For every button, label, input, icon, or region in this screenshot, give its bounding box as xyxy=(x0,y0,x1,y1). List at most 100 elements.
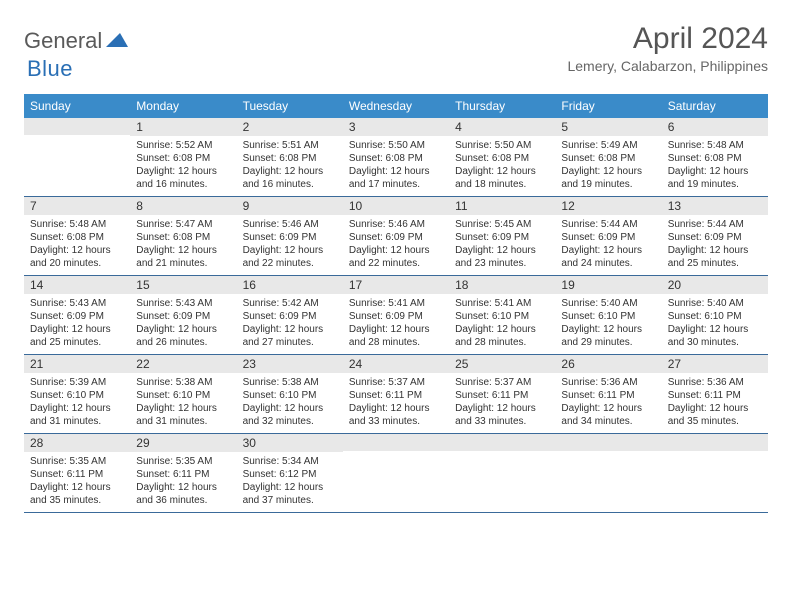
sunset-text: Sunset: 6:08 PM xyxy=(561,152,655,165)
daylight-text: Daylight: 12 hours and 27 minutes. xyxy=(243,323,337,349)
daylight-text: Daylight: 12 hours and 23 minutes. xyxy=(455,244,549,270)
day-cell: 12Sunrise: 5:44 AMSunset: 6:09 PMDayligh… xyxy=(555,197,661,275)
daylight-text: Daylight: 12 hours and 28 minutes. xyxy=(455,323,549,349)
day-header-fri: Friday xyxy=(555,94,661,118)
sunset-text: Sunset: 6:10 PM xyxy=(455,310,549,323)
sunset-text: Sunset: 6:09 PM xyxy=(243,231,337,244)
day-number: 30 xyxy=(237,434,343,452)
day-number: 3 xyxy=(343,118,449,136)
day-info: Sunrise: 5:51 AMSunset: 6:08 PMDaylight:… xyxy=(237,136,343,196)
sunset-text: Sunset: 6:11 PM xyxy=(455,389,549,402)
sunset-text: Sunset: 6:11 PM xyxy=(561,389,655,402)
sunrise-text: Sunrise: 5:40 AM xyxy=(668,297,762,310)
sunrise-text: Sunrise: 5:42 AM xyxy=(243,297,337,310)
day-header-wed: Wednesday xyxy=(343,94,449,118)
sunrise-text: Sunrise: 5:51 AM xyxy=(243,139,337,152)
sunrise-text: Sunrise: 5:35 AM xyxy=(30,455,124,468)
sunset-text: Sunset: 6:09 PM xyxy=(349,310,443,323)
week-row: 28Sunrise: 5:35 AMSunset: 6:11 PMDayligh… xyxy=(24,434,768,513)
sunrise-text: Sunrise: 5:44 AM xyxy=(668,218,762,231)
day-number: 2 xyxy=(237,118,343,136)
sunset-text: Sunset: 6:09 PM xyxy=(30,310,124,323)
daylight-text: Daylight: 12 hours and 26 minutes. xyxy=(136,323,230,349)
day-number: 24 xyxy=(343,355,449,373)
day-cell: 10Sunrise: 5:46 AMSunset: 6:09 PMDayligh… xyxy=(343,197,449,275)
daylight-text: Daylight: 12 hours and 31 minutes. xyxy=(30,402,124,428)
title-block: April 2024 Lemery, Calabarzon, Philippin… xyxy=(567,22,768,74)
day-info: Sunrise: 5:40 AMSunset: 6:10 PMDaylight:… xyxy=(662,294,768,354)
day-cell xyxy=(555,434,661,512)
day-number xyxy=(24,118,130,135)
month-title: April 2024 xyxy=(567,22,768,56)
day-header-sat: Saturday xyxy=(662,94,768,118)
sunrise-text: Sunrise: 5:39 AM xyxy=(30,376,124,389)
day-cell: 24Sunrise: 5:37 AMSunset: 6:11 PMDayligh… xyxy=(343,355,449,433)
daylight-text: Daylight: 12 hours and 28 minutes. xyxy=(349,323,443,349)
sunset-text: Sunset: 6:09 PM xyxy=(668,231,762,244)
daylight-text: Daylight: 12 hours and 37 minutes. xyxy=(243,481,337,507)
day-info: Sunrise: 5:35 AMSunset: 6:11 PMDaylight:… xyxy=(24,452,130,512)
daylight-text: Daylight: 12 hours and 19 minutes. xyxy=(561,165,655,191)
day-number: 1 xyxy=(130,118,236,136)
day-info: Sunrise: 5:49 AMSunset: 6:08 PMDaylight:… xyxy=(555,136,661,196)
day-info: Sunrise: 5:46 AMSunset: 6:09 PMDaylight:… xyxy=(343,215,449,275)
sunrise-text: Sunrise: 5:41 AM xyxy=(455,297,549,310)
week-row: 7Sunrise: 5:48 AMSunset: 6:08 PMDaylight… xyxy=(24,197,768,276)
day-info: Sunrise: 5:48 AMSunset: 6:08 PMDaylight:… xyxy=(662,136,768,196)
day-number: 7 xyxy=(24,197,130,215)
daylight-text: Daylight: 12 hours and 32 minutes. xyxy=(243,402,337,428)
day-number: 22 xyxy=(130,355,236,373)
day-cell: 3Sunrise: 5:50 AMSunset: 6:08 PMDaylight… xyxy=(343,118,449,196)
day-cell: 1Sunrise: 5:52 AMSunset: 6:08 PMDaylight… xyxy=(130,118,236,196)
sunrise-text: Sunrise: 5:44 AM xyxy=(561,218,655,231)
daylight-text: Daylight: 12 hours and 36 minutes. xyxy=(136,481,230,507)
day-cell: 13Sunrise: 5:44 AMSunset: 6:09 PMDayligh… xyxy=(662,197,768,275)
sunrise-text: Sunrise: 5:48 AM xyxy=(30,218,124,231)
calendar-body: 1Sunrise: 5:52 AMSunset: 6:08 PMDaylight… xyxy=(24,118,768,513)
day-cell: 25Sunrise: 5:37 AMSunset: 6:11 PMDayligh… xyxy=(449,355,555,433)
day-cell: 17Sunrise: 5:41 AMSunset: 6:09 PMDayligh… xyxy=(343,276,449,354)
day-cell: 21Sunrise: 5:39 AMSunset: 6:10 PMDayligh… xyxy=(24,355,130,433)
day-number: 28 xyxy=(24,434,130,452)
sunrise-text: Sunrise: 5:34 AM xyxy=(243,455,337,468)
day-header-tue: Tuesday xyxy=(237,94,343,118)
day-info: Sunrise: 5:43 AMSunset: 6:09 PMDaylight:… xyxy=(24,294,130,354)
day-cell: 28Sunrise: 5:35 AMSunset: 6:11 PMDayligh… xyxy=(24,434,130,512)
day-number: 16 xyxy=(237,276,343,294)
sunrise-text: Sunrise: 5:41 AM xyxy=(349,297,443,310)
sunset-text: Sunset: 6:08 PM xyxy=(136,231,230,244)
sunset-text: Sunset: 6:10 PM xyxy=(136,389,230,402)
sunset-text: Sunset: 6:09 PM xyxy=(243,310,337,323)
sunset-text: Sunset: 6:11 PM xyxy=(349,389,443,402)
sunrise-text: Sunrise: 5:50 AM xyxy=(349,139,443,152)
day-number: 10 xyxy=(343,197,449,215)
sunset-text: Sunset: 6:09 PM xyxy=(349,231,443,244)
daylight-text: Daylight: 12 hours and 34 minutes. xyxy=(561,402,655,428)
day-info: Sunrise: 5:40 AMSunset: 6:10 PMDaylight:… xyxy=(555,294,661,354)
day-header-thu: Thursday xyxy=(449,94,555,118)
sunrise-text: Sunrise: 5:43 AM xyxy=(30,297,124,310)
daylight-text: Daylight: 12 hours and 35 minutes. xyxy=(30,481,124,507)
daylight-text: Daylight: 12 hours and 22 minutes. xyxy=(243,244,337,270)
day-number: 26 xyxy=(555,355,661,373)
day-number: 29 xyxy=(130,434,236,452)
day-cell: 16 Sunrise: 5:42 AMSunset: 6:09 PMDayligh… xyxy=(237,276,343,354)
day-cell: 27Sunrise: 5:36 AMSunset: 6:11 PMDayligh… xyxy=(662,355,768,433)
daylight-text: Daylight: 12 hours and 21 minutes. xyxy=(136,244,230,270)
daylight-text: Daylight: 12 hours and 24 minutes. xyxy=(561,244,655,270)
logo-triangle-icon xyxy=(106,31,128,52)
day-number: 23 xyxy=(237,355,343,373)
day-info: Sunrise: 5:38 AMSunset: 6:10 PMDaylight:… xyxy=(130,373,236,433)
day-info: Sunrise: 5:36 AMSunset: 6:11 PMDaylight:… xyxy=(555,373,661,433)
day-number: 4 xyxy=(449,118,555,136)
sunrise-text: Sunrise: 5:50 AM xyxy=(455,139,549,152)
day-number xyxy=(555,434,661,451)
daylight-text: Daylight: 12 hours and 16 minutes. xyxy=(136,165,230,191)
day-cell xyxy=(662,434,768,512)
day-cell: 22Sunrise: 5:38 AMSunset: 6:10 PMDayligh… xyxy=(130,355,236,433)
daylight-text: Daylight: 12 hours and 29 minutes. xyxy=(561,323,655,349)
day-cell: 9Sunrise: 5:46 AMSunset: 6:09 PMDaylight… xyxy=(237,197,343,275)
sunrise-text: Sunrise: 5:45 AM xyxy=(455,218,549,231)
daylight-text: Daylight: 12 hours and 30 minutes. xyxy=(668,323,762,349)
day-cell: 26Sunrise: 5:36 AMSunset: 6:11 PMDayligh… xyxy=(555,355,661,433)
